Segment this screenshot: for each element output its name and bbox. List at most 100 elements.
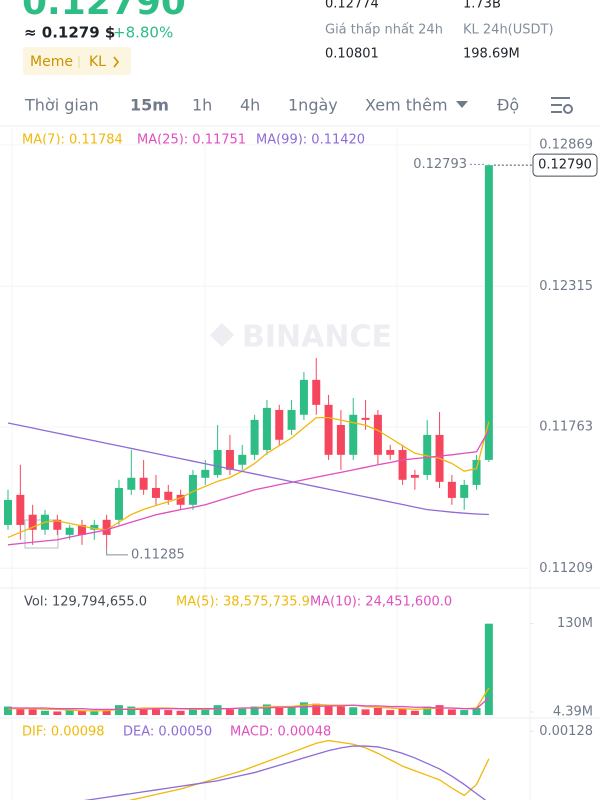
volume-bar (336, 706, 345, 715)
indicator-line (83, 745, 487, 800)
candle-body (4, 499, 12, 525)
dropdown-icon[interactable] (456, 101, 468, 108)
candle-body (102, 519, 111, 535)
volume-bar (287, 706, 296, 715)
axis-labels: 0.12869 0.12315 0.11763 0.11209 0.12793 0.127… (106, 138, 598, 739)
candle-body (423, 434, 432, 475)
candle-body (188, 474, 197, 505)
tag[interactable]: KL (89, 54, 106, 70)
watermark-text: BINANCE (242, 320, 392, 355)
candle-body (275, 409, 284, 440)
settings-icon[interactable] (551, 97, 573, 114)
candle-body (164, 491, 173, 500)
tab[interactable]: Độ (497, 96, 519, 115)
candle-body (90, 524, 99, 530)
indicator-line (7, 416, 490, 539)
stat-label: KL 24h(USDT) (463, 23, 554, 38)
candle-body (398, 449, 407, 480)
stat-value: 1.73B (463, 0, 501, 12)
candle-body (250, 419, 259, 455)
volume-bar (4, 706, 12, 715)
low-leader (106, 548, 128, 556)
volume-title: Vol: 129,794,655.0 (24, 595, 147, 610)
watermark-logo (210, 323, 234, 347)
low-label: 0.11285 (131, 547, 185, 562)
high-label: 0.12793 (413, 157, 467, 172)
volume-bar (472, 707, 481, 715)
legend-entry: MA(7): 0.11784 (22, 133, 123, 148)
legend-entry: MA(5): 38,575,735.9 (176, 595, 310, 610)
volume-bar (65, 710, 74, 715)
tab[interactable]: Thời gian (24, 96, 99, 115)
volume-bar (447, 709, 456, 715)
volume-bar (238, 708, 247, 715)
candle-body (213, 449, 222, 475)
y-tick-label: 4.39M (553, 704, 593, 719)
volume-bar (28, 709, 37, 715)
volume-bar (373, 707, 382, 715)
volume-bar (151, 709, 160, 715)
volume-bar (40, 710, 49, 715)
tag[interactable]: Meme (30, 54, 73, 70)
candle-body (139, 477, 148, 490)
approx-price: ≈ 0.1279 $ (24, 24, 115, 42)
interval-tabs: Thời gian 15m 1h 4h 1ngày Xem thêm Độ (24, 96, 519, 115)
candle-body (16, 494, 25, 525)
candle-body (373, 414, 382, 455)
y-tick-label: 0.11763 (539, 420, 593, 435)
candle-body (336, 424, 345, 455)
volume-bar (102, 709, 111, 715)
stat-value: 0.10801 (325, 47, 379, 62)
candle-body (386, 449, 395, 455)
legend-entry: DIF: 0.00098 (22, 725, 105, 740)
indicator-line (7, 429, 490, 546)
volume-bar (139, 708, 148, 715)
volume-bar (299, 702, 308, 715)
volume-bar (16, 707, 25, 715)
candle-body (447, 481, 456, 498)
volume-bar (114, 705, 123, 715)
candle-body (77, 524, 86, 535)
last-price-label: 0.12790 (538, 158, 592, 173)
chevron-icon (113, 56, 120, 68)
tab[interactable]: 4h (240, 96, 260, 115)
candle-body (472, 459, 481, 485)
y-tick-label: 0.11209 (539, 561, 593, 576)
candle-body (201, 469, 210, 478)
y-tick-label: 130M (557, 616, 593, 631)
last-price-box (532, 153, 598, 177)
volume-bar (262, 704, 271, 715)
volume-bar (176, 710, 185, 715)
volume-bar (349, 707, 358, 715)
price-change: +8.80% (113, 24, 173, 42)
candle-body (460, 484, 469, 498)
y-tick-label: 0.00128 (539, 724, 593, 739)
stat-value: 0.12774 (325, 0, 379, 12)
candle-body (349, 414, 358, 455)
candle-body (361, 417, 370, 420)
volume-bar (312, 703, 321, 715)
watermark: BINANCE (210, 320, 392, 355)
tab[interactable]: Xem thêm (365, 96, 448, 115)
volume-panel (4, 623, 493, 715)
volume-bar (90, 711, 99, 715)
volume-bar (213, 705, 222, 715)
legend-entry: MA(99): 0.11420 (256, 133, 365, 148)
volume-bar (423, 706, 432, 715)
indicator-line (8, 697, 490, 711)
tab[interactable]: 15m (130, 96, 169, 115)
candle-body (53, 519, 62, 530)
candle-body (65, 527, 74, 535)
y-tick-label: 0.12869 (539, 138, 593, 153)
volume-bar (164, 710, 173, 715)
indicator-line (7, 422, 489, 516)
candle-body (262, 407, 271, 450)
stat-label: Giá thấp nhất 24h (325, 23, 443, 38)
tab[interactable]: 1ngày (288, 96, 338, 115)
y-tick-label: 0.12315 (539, 279, 593, 294)
tab[interactable]: 1h (192, 96, 212, 115)
legend-entry: DEA: 0.00050 (123, 725, 212, 740)
tag-box[interactable] (23, 47, 131, 75)
candle-body (114, 487, 123, 520)
